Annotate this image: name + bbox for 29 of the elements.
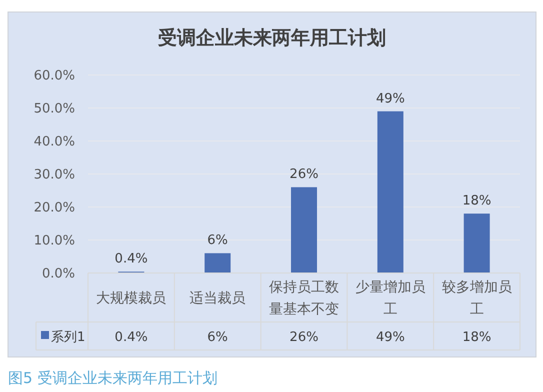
legend-label: 系列1	[51, 330, 86, 345]
data-label: 26%	[290, 330, 318, 345]
text: 49%	[376, 91, 405, 106]
bar	[377, 111, 404, 273]
data-label: 6%	[207, 330, 228, 345]
x-tick-label: 少量增加员工	[355, 280, 426, 318]
y-tick-label: 50.0%	[34, 102, 75, 116]
y-tick-label: 10.0%	[34, 234, 75, 248]
text: 26%	[290, 167, 318, 182]
data-label: 0.4%	[114, 330, 148, 345]
x-tick-label: 较多增加员工	[442, 280, 512, 318]
y-tick-label: 20.0%	[34, 200, 75, 216]
x-tick-label: 适当裁员	[190, 290, 246, 306]
data-label: 49%	[376, 330, 405, 345]
x-tick-label: 大规模裁员	[96, 290, 166, 306]
x-tick-label: 保持员工数量基本不变	[269, 280, 339, 318]
y-tick-label: 60.0%	[34, 68, 75, 84]
y-tick-label: 0.0%	[42, 266, 75, 282]
bar	[204, 253, 231, 273]
caption: 图5 受调企业未来两年用工计划	[8, 369, 218, 387]
bar	[291, 187, 317, 273]
y-tick-label: 30.0%	[34, 168, 75, 182]
y-tick-label: 40.0%	[34, 134, 75, 150]
text: 0.4%	[114, 252, 148, 267]
text: 6%	[207, 233, 228, 248]
bar	[464, 214, 490, 273]
chart-title: 受调企业未来两年用工计划	[158, 27, 386, 49]
text: 18%	[462, 194, 492, 209]
data-label: 18%	[462, 330, 492, 345]
